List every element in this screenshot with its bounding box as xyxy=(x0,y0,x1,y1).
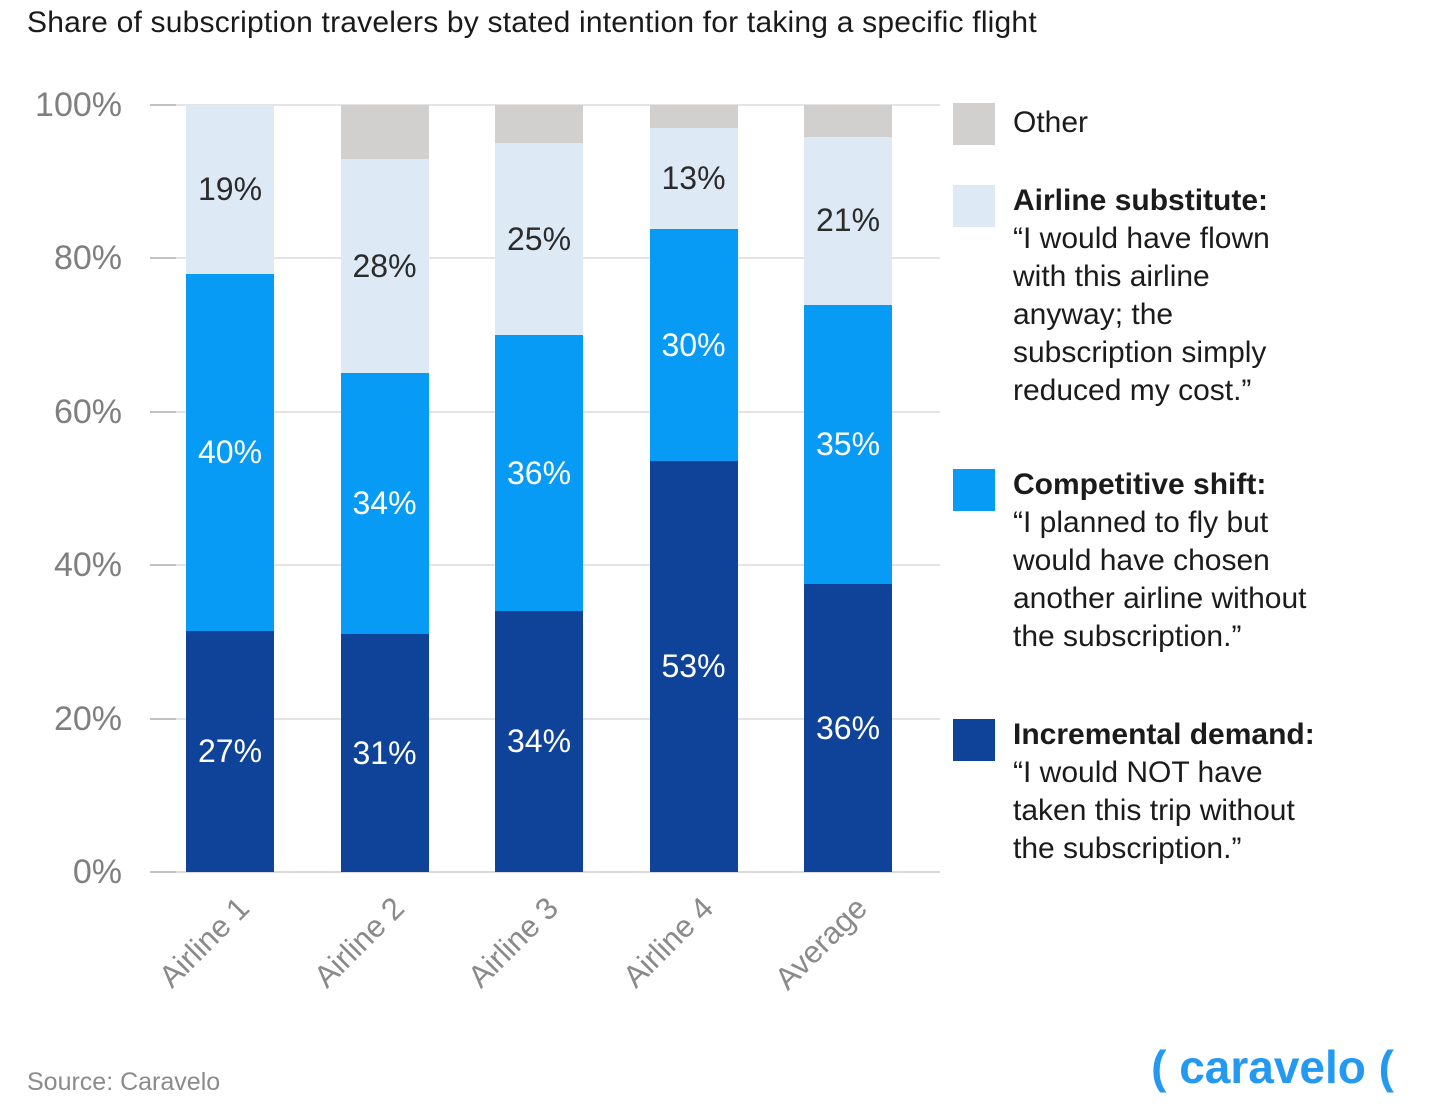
y-axis-tick xyxy=(150,564,176,567)
legend-item-title: Airline substitute: xyxy=(1013,184,1269,217)
legend-item-label: Other xyxy=(1013,106,1089,139)
legend-item-quote: “I would NOT have taken this trip withou… xyxy=(1013,756,1295,865)
legend-swatch xyxy=(953,185,995,227)
segment-value-label: 30% xyxy=(661,326,726,363)
legend-item-quote: “I planned to fly but would have chosen … xyxy=(1013,506,1307,653)
legend-item-airline-substitute-: Airline substitute: “I would have flown w… xyxy=(953,182,1413,410)
segment-competitive-shift: 30% xyxy=(649,228,738,462)
y-axis-tick xyxy=(150,871,176,873)
gridline xyxy=(153,871,940,873)
x-axis-label-airline-3: Airline 3 xyxy=(461,890,566,995)
x-axis-label-airline-1: Airline 1 xyxy=(152,890,257,995)
y-axis-label: 60% xyxy=(53,392,122,431)
segment-value-label: 25% xyxy=(506,220,572,257)
segment-value-label: 13% xyxy=(661,160,726,197)
segment-value-label: 21% xyxy=(815,202,881,239)
bar-airline-3: 34% 36% 25% xyxy=(495,105,583,872)
x-axis-label-airline-4: Airline 4 xyxy=(615,890,720,995)
segment-value-label: 35% xyxy=(815,426,881,463)
y-axis-tick xyxy=(150,257,176,260)
y-axis-tick xyxy=(150,717,176,720)
y-axis-label: 100% xyxy=(35,86,122,124)
segment-value-label: 36% xyxy=(815,709,881,746)
segment-value-label: 53% xyxy=(661,648,726,685)
legend-swatch xyxy=(953,103,995,145)
y-axis-tick xyxy=(150,104,176,106)
bar-airline-2: 31% 34% 28% xyxy=(340,105,429,872)
segment-competitive-shift: 40% xyxy=(186,274,274,632)
y-axis-label: 20% xyxy=(53,699,122,738)
segment-other xyxy=(340,105,429,159)
segment-competitive-shift: 36% xyxy=(495,335,583,612)
segment-incremental-demand: 27% xyxy=(186,631,274,872)
y-axis-label: 80% xyxy=(53,239,122,278)
segment-airline-substitute: 13% xyxy=(649,128,738,229)
segment-incremental-demand: 36% xyxy=(804,584,892,872)
segment-value-label: 31% xyxy=(352,734,417,771)
legend-item-incremental-demand-: Incremental demand: “I would NOT have tak… xyxy=(953,716,1413,868)
x-axis-label-average: Average xyxy=(768,890,875,997)
segment-other xyxy=(495,105,583,144)
segment-competitive-shift: 35% xyxy=(804,304,892,585)
segment-airline-substitute: 28% xyxy=(340,158,429,374)
legend-item-text: Competitive shift: “I planned to fly but … xyxy=(1013,466,1413,656)
source-note: Source: Caravelo xyxy=(27,1068,221,1096)
bar-average: 36% 35% 21% xyxy=(804,105,892,872)
y-axis-label: 40% xyxy=(53,546,122,585)
bar-airline-1: 27% 40% 19% xyxy=(186,105,274,872)
x-axis-label-airline-2: Airline 2 xyxy=(306,890,411,995)
segment-incremental-demand: 53% xyxy=(649,461,738,872)
gridline xyxy=(153,104,940,106)
segment-value-label: 34% xyxy=(506,723,572,760)
segment-incremental-demand: 34% xyxy=(495,611,583,872)
legend-item-title: Competitive shift: xyxy=(1013,468,1267,501)
legend-item-text: Incremental demand: “I would NOT have tak… xyxy=(1013,716,1413,868)
legend-swatch xyxy=(953,719,995,761)
legend-item-quote: “I would have flown with this airline an… xyxy=(1013,222,1270,407)
segment-airline-substitute: 19% xyxy=(186,105,274,275)
segment-incremental-demand: 31% xyxy=(340,634,429,872)
legend-item-text: Airline substitute: “I would have flown w… xyxy=(1013,182,1413,410)
legend-item-title: Incremental demand: xyxy=(1013,718,1315,751)
legend-item-competitive-shift-: Competitive shift: “I planned to fly but … xyxy=(953,466,1413,656)
y-axis-label: 0% xyxy=(72,853,122,891)
segment-value-label: 19% xyxy=(197,171,263,208)
segment-value-label: 27% xyxy=(197,733,263,770)
y-axis-tick xyxy=(150,410,176,413)
segment-other xyxy=(804,105,892,137)
segment-competitive-shift: 34% xyxy=(340,373,429,635)
bar-airline-4: 53% 30% 13% xyxy=(649,105,738,872)
segment-value-label: 34% xyxy=(352,485,417,522)
segment-value-label: 40% xyxy=(197,434,263,471)
chart-title: Share of subscription travelers by state… xyxy=(27,6,1037,39)
legend-item-other: Other xyxy=(953,100,1088,146)
segment-value-label: 28% xyxy=(352,247,417,284)
segment-value-label: 36% xyxy=(506,454,572,491)
legend-swatch xyxy=(953,469,995,511)
segment-airline-substitute: 21% xyxy=(804,136,892,305)
segment-other xyxy=(649,105,738,129)
caravelo-logo: ( caravelo ( xyxy=(1151,1041,1394,1093)
segment-airline-substitute: 25% xyxy=(495,143,583,336)
